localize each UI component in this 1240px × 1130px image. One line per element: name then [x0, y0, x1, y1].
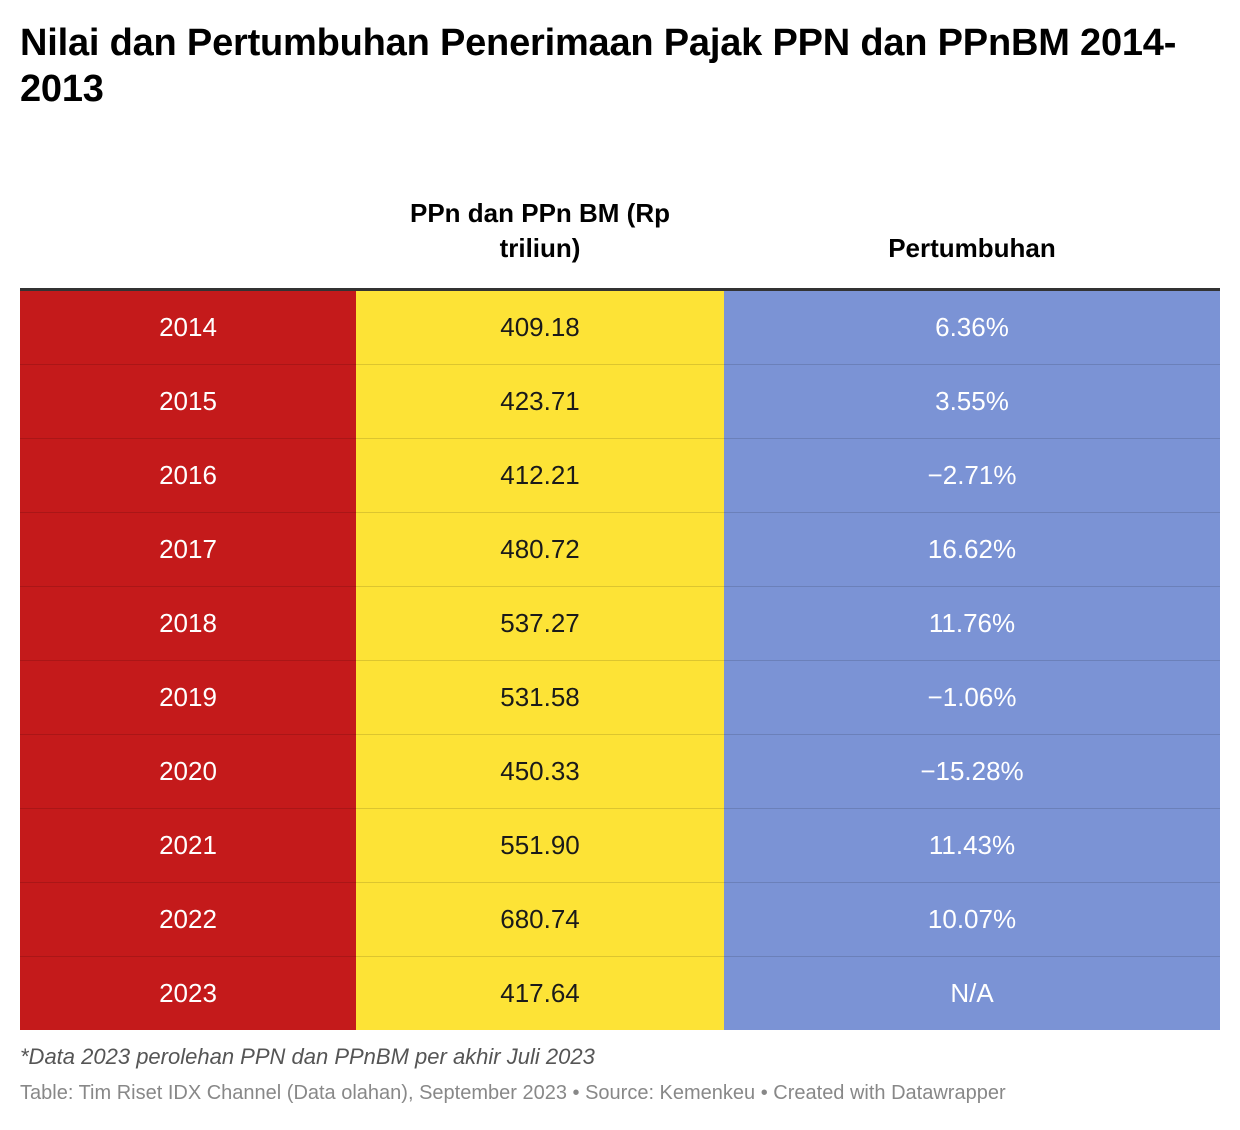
value-cell: 409.18: [356, 289, 724, 365]
growth-cell: −1.06%: [724, 660, 1220, 735]
header-value[interactable]: PPn dan PPn BM (Rp triliun): [356, 170, 724, 291]
growth-cell: 16.62%: [724, 512, 1220, 587]
table-row: 2022 680.74 10.07%: [20, 882, 1220, 957]
growth-cell: 11.43%: [724, 808, 1220, 883]
year-cell: 2017: [20, 512, 356, 587]
table-row: 2023 417.64 N/A: [20, 956, 1220, 1030]
table-body: 2014 409.18 6.36% 2015 423.71 3.55% 2016 412.21…: [20, 289, 1220, 1030]
growth-cell: −2.71%: [724, 438, 1220, 513]
table-header-row: PPn dan PPn BM (Rp triliun) Pertumbuhan: [20, 170, 1220, 291]
value-cell: 480.72: [356, 512, 724, 587]
table-row: 2019 531.58 −1.06%: [20, 660, 1220, 735]
table-row: 2014 409.18 6.36%: [20, 289, 1220, 365]
table-row: 2018 537.27 11.76%: [20, 586, 1220, 661]
header-growth[interactable]: Pertumbuhan: [724, 170, 1220, 291]
data-table: PPn dan PPn BM (Rp triliun) Pertumbuhan …: [20, 170, 1220, 1030]
growth-cell: N/A: [724, 956, 1220, 1030]
table-row: 2015 423.71 3.55%: [20, 364, 1220, 439]
year-cell: 2018: [20, 586, 356, 661]
value-cell: 423.71: [356, 364, 724, 439]
footnote: *Data 2023 perolehan PPN dan PPnBM per a…: [20, 1044, 595, 1069]
value-cell: 450.33: [356, 734, 724, 809]
value-cell: 531.58: [356, 660, 724, 735]
value-cell: 412.21: [356, 438, 724, 513]
growth-cell: −15.28%: [724, 734, 1220, 809]
growth-cell: 10.07%: [724, 882, 1220, 957]
growth-cell: 11.76%: [724, 586, 1220, 661]
table-row: 2016 412.21 −2.71%: [20, 438, 1220, 513]
year-cell: 2022: [20, 882, 356, 957]
table-row: 2021 551.90 11.43%: [20, 808, 1220, 883]
year-cell: 2019: [20, 660, 356, 735]
year-cell: 2015: [20, 364, 356, 439]
header-year[interactable]: [20, 170, 356, 291]
year-cell: 2020: [20, 734, 356, 809]
value-cell: 417.64: [356, 956, 724, 1030]
year-cell: 2021: [20, 808, 356, 883]
year-cell: 2023: [20, 956, 356, 1030]
value-cell: 680.74: [356, 882, 724, 957]
value-cell: 537.27: [356, 586, 724, 661]
credit-line: Table: Tim Riset IDX Channel (Data olaha…: [20, 1082, 1006, 1104]
year-cell: 2016: [20, 438, 356, 513]
growth-cell: 3.55%: [724, 364, 1220, 439]
year-cell: 2014: [20, 289, 356, 365]
growth-cell: 6.36%: [724, 289, 1220, 365]
value-cell: 551.90: [356, 808, 724, 883]
table-row: 2020 450.33 −15.28%: [20, 734, 1220, 809]
table-row: 2017 480.72 16.62%: [20, 512, 1220, 587]
chart-title: Nilai dan Pertumbuhan Penerimaan Pajak P…: [20, 22, 1177, 110]
